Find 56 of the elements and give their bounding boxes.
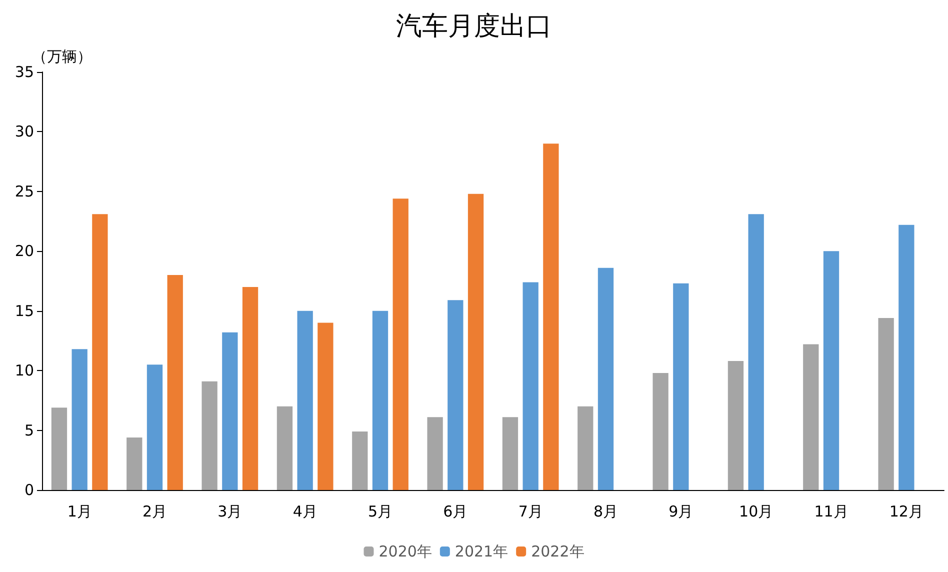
bar <box>126 437 142 490</box>
bar <box>318 322 334 490</box>
y-tick-label: 10 <box>14 362 34 380</box>
bar <box>878 318 894 490</box>
x-tick-label: 7月 <box>518 502 543 520</box>
x-tick-label: 9月 <box>668 502 694 520</box>
y-tick-label: 0 <box>24 481 34 499</box>
bar <box>898 224 914 490</box>
bar <box>392 198 408 490</box>
bar <box>502 417 518 490</box>
bar <box>598 268 614 490</box>
bar <box>352 431 368 490</box>
chart-title: 汽车月度出口 <box>396 12 552 40</box>
bar <box>51 408 68 490</box>
x-tick-label: 6月 <box>443 502 468 520</box>
bar <box>578 406 594 490</box>
bar <box>427 417 443 490</box>
bar <box>522 282 538 490</box>
y-tick-label: 20 <box>14 242 34 260</box>
legend-label: 2021年 <box>454 542 508 560</box>
bar <box>748 214 764 490</box>
bar <box>448 300 464 490</box>
x-tick-label: 1月 <box>67 502 92 520</box>
x-tick-label: 2月 <box>142 502 168 520</box>
x-tick-label: 11月 <box>814 502 848 520</box>
bar <box>297 310 313 490</box>
x-tick-label: 3月 <box>218 502 242 520</box>
x-tick-label: 10月 <box>739 502 774 520</box>
y-tick-label: 35 <box>14 63 34 81</box>
y-tick-label: 5 <box>24 421 34 440</box>
bar <box>652 372 668 490</box>
bar <box>276 406 293 490</box>
bar <box>823 251 840 490</box>
x-tick-label: 5月 <box>368 502 393 520</box>
legend-label: 2022年 <box>531 542 584 560</box>
bar <box>372 310 388 490</box>
bar <box>543 144 559 490</box>
y-tick-label: 15 <box>14 302 34 320</box>
bar <box>92 214 108 490</box>
bar <box>673 283 689 490</box>
legend-label: 2020年 <box>378 542 432 560</box>
x-tick-label: 4月 <box>292 502 318 520</box>
bar <box>167 275 183 490</box>
bar <box>728 361 744 490</box>
y-axis-title: （万辆） <box>32 48 92 66</box>
y-tick-label: 25 <box>14 182 34 200</box>
bar <box>468 194 484 490</box>
bar <box>202 381 218 490</box>
x-tick-label: 12月 <box>889 502 924 520</box>
x-tick-label: 8月 <box>593 502 618 520</box>
bar <box>146 364 163 490</box>
bar <box>222 332 238 490</box>
y-tick-label: 30 <box>14 122 34 141</box>
bar <box>242 286 258 490</box>
bar <box>803 344 819 490</box>
bar <box>72 349 88 490</box>
